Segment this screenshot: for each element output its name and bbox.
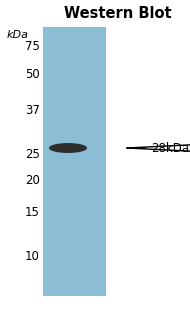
Text: 28kDa: 28kDa — [151, 142, 189, 154]
Text: kDa: kDa — [7, 30, 29, 40]
Text: 25: 25 — [25, 149, 40, 162]
Text: 37: 37 — [25, 104, 40, 116]
Text: 75: 75 — [25, 40, 40, 53]
Text: 20: 20 — [25, 175, 40, 188]
Text: 50: 50 — [25, 69, 40, 82]
Text: 15: 15 — [25, 206, 40, 219]
Bar — [43, 27, 106, 296]
Text: 10: 10 — [25, 251, 40, 264]
Ellipse shape — [49, 143, 87, 153]
Text: Western Blot: Western Blot — [64, 6, 172, 22]
